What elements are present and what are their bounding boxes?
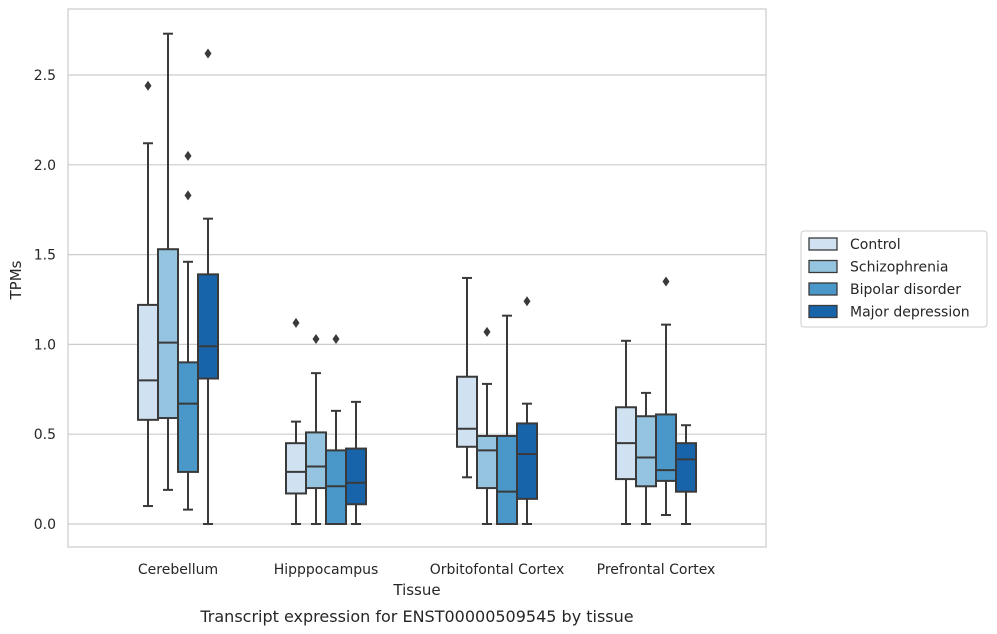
box-iqr <box>285 442 307 495</box>
legend-frame <box>800 230 988 328</box>
outlier-point <box>184 150 192 161</box>
y-axis-label: TPMs <box>7 260 25 300</box>
box-iqr <box>345 447 367 506</box>
box-major-depression <box>516 296 538 525</box>
legend-swatch <box>808 237 838 251</box>
outlier-point <box>184 190 192 201</box>
box-control <box>137 80 159 508</box>
y-tick-label: 0.0 <box>34 517 56 533</box>
box-bipolar-disorder <box>496 314 518 525</box>
x-tick-label: Cerebellum <box>138 562 218 578</box>
box-iqr <box>635 415 657 488</box>
legend-item: Bipolar disorder <box>808 282 961 298</box>
chart-caption: Transcript expression for ENST0000050954… <box>199 607 633 626</box>
outlier-point <box>483 326 491 337</box>
legend-swatch <box>808 259 838 274</box>
legend-item: Control <box>808 237 901 253</box>
box-schizophrenia <box>476 326 498 525</box>
outlier-point <box>523 296 531 307</box>
box-iqr <box>197 273 219 380</box>
box-bipolar-disorder <box>325 334 347 526</box>
box-iqr <box>305 431 327 490</box>
x-tick-labels: Cerebellum Hipppocampus Orbitofontal Corte… <box>138 562 715 578</box>
box-series-layer <box>137 32 697 526</box>
box-iqr <box>496 434 518 525</box>
legend-swatch <box>808 282 838 296</box>
legend-label: Bipolar disorder <box>850 282 961 298</box>
y-tick-label: 2.0 <box>34 158 56 174</box>
box-major-depression <box>197 48 219 525</box>
legend-item: Major depression <box>808 304 970 321</box>
legend-label: Schizophrenia <box>850 260 948 276</box>
legend: Control Schizophrenia Bipolar disorder Majo… <box>800 230 988 328</box>
box-schizophrenia <box>157 32 179 491</box>
box-iqr <box>137 303 159 421</box>
legend-label: Control <box>850 237 901 253</box>
y-tick-label: 2.5 <box>34 68 56 84</box>
outlier-point <box>292 317 300 328</box>
box-schizophrenia <box>305 334 327 525</box>
box-schizophrenia <box>635 391 657 525</box>
x-tick-label: Hipppocampus <box>274 562 379 578</box>
outlier-point <box>662 276 670 287</box>
box-control <box>615 339 637 525</box>
box-major-depression <box>675 424 697 525</box>
box-iqr <box>516 422 538 500</box>
y-tick-labels: 0.0 0.5 1.0 1.5 2.0 2.5 <box>34 68 56 533</box>
x-tick-label: Prefrontal Cortex <box>597 562 716 578</box>
box-iqr <box>456 375 478 448</box>
legend-swatch <box>808 304 838 319</box>
box-iqr <box>157 248 179 420</box>
legend-label: Major depression <box>850 305 970 321</box>
box-iqr <box>177 361 199 473</box>
x-axis-label: Tissue <box>392 581 440 599</box>
y-tick-label: 1.5 <box>34 248 56 264</box>
box-iqr <box>476 434 498 490</box>
box-bipolar-disorder <box>177 150 199 511</box>
box-control <box>456 276 478 479</box>
legend-item: Schizophrenia <box>808 259 948 276</box>
box-major-depression <box>345 400 367 525</box>
y-tick-label: 0.5 <box>34 427 56 443</box>
plot-area-frame <box>67 8 767 548</box>
outlier-point <box>144 80 152 91</box>
box-control <box>285 317 307 525</box>
y-tick-label: 1.0 <box>34 337 56 353</box>
box-bipolar-disorder <box>655 276 677 517</box>
outlier-point <box>312 334 320 345</box>
x-tick-label: Orbitofontal Cortex <box>430 562 565 578</box>
outlier-point <box>204 48 212 59</box>
outlier-point <box>332 334 340 345</box>
box-iqr <box>675 442 697 493</box>
